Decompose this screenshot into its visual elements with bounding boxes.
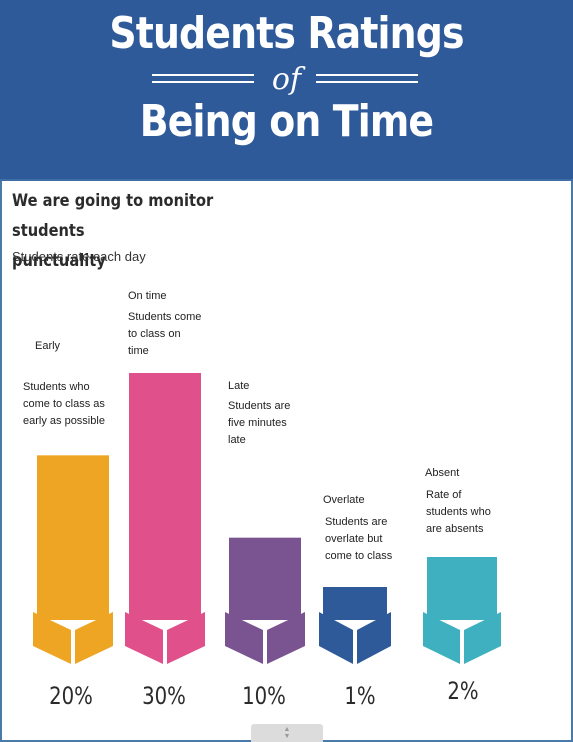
category-desc-late: Students are five minutes late [228, 398, 290, 449]
desc-line: five minutes [228, 417, 287, 429]
category-label-early: Early [35, 340, 61, 352]
category-desc-on-time: Students come to class on time [128, 309, 201, 360]
bar-body-overlate [323, 587, 387, 620]
bar-foot-left-absent [423, 612, 460, 664]
title-line-2: Being on Time [139, 96, 434, 147]
bar-foot-right-on-time [167, 612, 205, 664]
desc-line: to class on [128, 328, 181, 340]
desc-line: Rate of [426, 489, 462, 501]
desc-line: come to class [325, 550, 393, 562]
desc-line: Students come [128, 311, 202, 323]
desc-line: early as possible [23, 415, 105, 427]
bar-foot-right-early [75, 612, 113, 664]
desc-line: Students are [325, 516, 388, 528]
bar-overlate [319, 587, 391, 664]
bar-early [33, 455, 113, 664]
category-desc-early: Students who come to class as early as p… [23, 379, 105, 430]
category-label-absent: Absent [425, 467, 460, 479]
intro-heading-line-1: We are going to monitor students [12, 191, 214, 241]
scroll-handle[interactable]: ▲ ▼ [251, 724, 323, 742]
category-label-late: Late [228, 380, 250, 392]
intro-heading: We are going to monitor students punctua… [12, 186, 236, 276]
value-label-overlate: 1% [344, 682, 376, 710]
desc-line: late [228, 434, 246, 446]
value-label-absent: 2% [447, 677, 479, 705]
up-down-arrows-icon: ▲ ▼ [283, 726, 291, 740]
category-desc-absent: Rate of students who are absents [426, 487, 491, 538]
category-label-overlate: Overlate [323, 494, 365, 506]
header-banner: Students Ratings of Being on Time [0, 0, 573, 181]
bar-foot-right-late [267, 612, 305, 664]
intro-heading-line-2: punctuality [12, 251, 106, 271]
desc-line: Students are [228, 400, 291, 412]
category-label-on-time: On time [128, 290, 167, 302]
desc-line: are absents [426, 523, 484, 535]
bar-foot-left-early [33, 612, 71, 664]
bar-foot-left-overlate [319, 612, 353, 664]
bar-foot-right-overlate [357, 612, 391, 664]
bar-body-late [229, 537, 301, 620]
desc-line: overlate but [325, 533, 383, 545]
bar-on-time [125, 373, 205, 664]
title-divider-left [152, 74, 254, 83]
category-desc-overlate: Students are overlate but come to class [325, 514, 392, 565]
desc-line: come to class as [23, 398, 105, 410]
bar-body-early [37, 455, 109, 620]
value-label-late: 10% [242, 682, 286, 710]
desc-line: time [128, 345, 149, 357]
title-of: of [271, 62, 302, 97]
title-divider-right [316, 74, 418, 83]
bar-foot-left-on-time [125, 612, 163, 664]
bar-absent [423, 557, 501, 664]
bar-foot-left-late [225, 612, 263, 664]
bar-body-absent [427, 557, 497, 620]
desc-line: students who [426, 506, 491, 518]
bar-body-on-time [129, 373, 201, 620]
desc-line: Students who [23, 381, 90, 393]
title-line-1: Students Ratings [109, 8, 464, 59]
bar-late [225, 537, 305, 664]
value-label-early: 20% [49, 682, 93, 710]
intro-subheading: Students rate each day [12, 249, 146, 264]
bar-foot-right-absent [464, 612, 501, 664]
value-label-on-time: 30% [142, 682, 186, 710]
